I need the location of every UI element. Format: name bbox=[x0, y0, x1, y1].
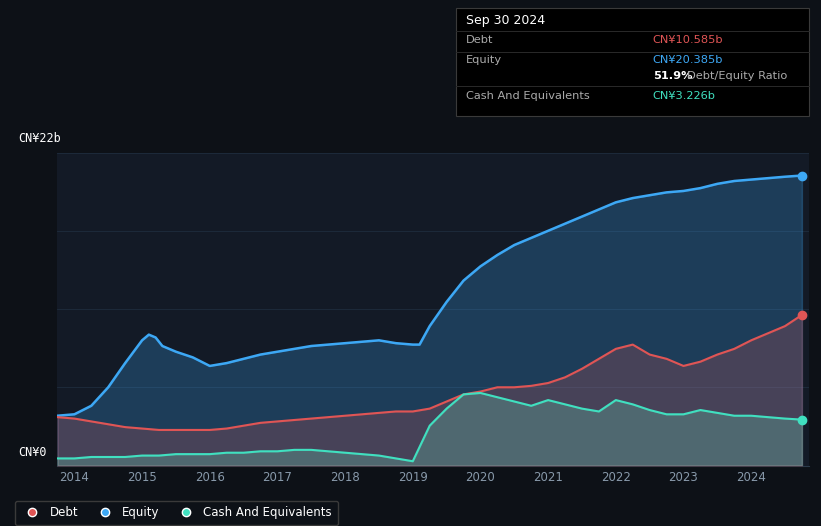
Text: Debt/Equity Ratio: Debt/Equity Ratio bbox=[687, 72, 787, 82]
Text: CN¥0: CN¥0 bbox=[18, 446, 47, 459]
Text: CN¥10.585b: CN¥10.585b bbox=[653, 35, 723, 45]
Text: CN¥20.385b: CN¥20.385b bbox=[653, 55, 723, 65]
Text: Debt: Debt bbox=[466, 35, 493, 45]
Text: Cash And Equivalents: Cash And Equivalents bbox=[466, 91, 589, 101]
Text: CN¥3.226b: CN¥3.226b bbox=[653, 91, 716, 101]
Text: Sep 30 2024: Sep 30 2024 bbox=[466, 14, 544, 27]
Text: CN¥22b: CN¥22b bbox=[18, 132, 61, 145]
Text: 51.9%: 51.9% bbox=[653, 72, 692, 82]
Text: Equity: Equity bbox=[466, 55, 502, 65]
Legend: Debt, Equity, Cash And Equivalents: Debt, Equity, Cash And Equivalents bbox=[15, 501, 338, 525]
